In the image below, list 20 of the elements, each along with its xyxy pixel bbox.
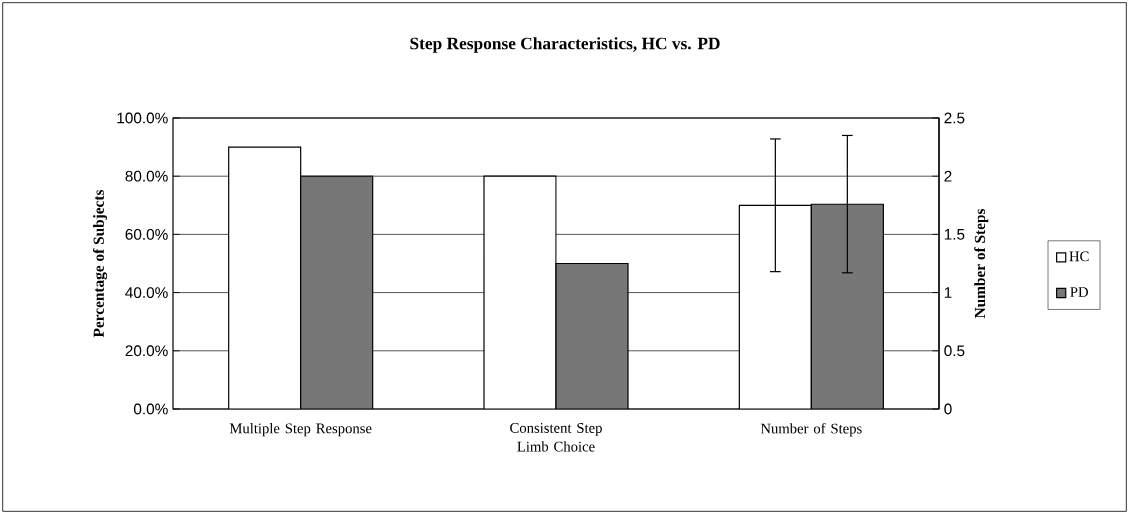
y2-tick-label: 0.5 <box>944 345 965 357</box>
x-tick-label: Multiple Step Response <box>229 423 372 437</box>
x-tick-label: Consistent Step Limb Choice <box>510 423 602 452</box>
legend-label: HC <box>1069 251 1089 262</box>
y-tick-label: 80.0% <box>125 170 168 182</box>
legend-label: PD <box>1070 287 1088 297</box>
y2-tick-label: 1 <box>944 287 952 298</box>
y2-tick-label: 2.5 <box>944 112 965 124</box>
x-tick-label: Number of Steps <box>760 423 862 437</box>
y-tick-label: 60.0% <box>125 228 168 240</box>
y-tick-label: 0.0% <box>133 403 168 415</box>
y2-tick-label: 2 <box>944 170 952 182</box>
y2-tick-label: 0 <box>944 403 952 415</box>
y2-tick-label: 1.5 <box>944 229 965 240</box>
chart-title: Step Response Characteristics, HC vs. PD <box>410 37 720 53</box>
y-axis-title: Percentage of Subjects <box>92 189 108 338</box>
y-tick-label: 100.0% <box>117 112 168 124</box>
y-tick-label: 20.0% <box>125 345 168 357</box>
y2-axis-title: Number of Steps <box>974 208 989 319</box>
y-tick-label: 40.0% <box>125 287 168 299</box>
